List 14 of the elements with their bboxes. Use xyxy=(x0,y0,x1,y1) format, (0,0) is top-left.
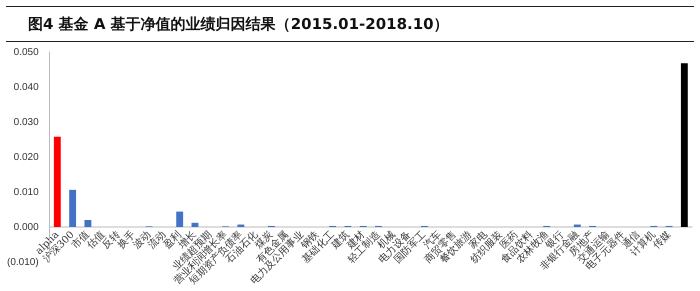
bar xyxy=(176,212,184,227)
y-tick-label: 0.040 xyxy=(14,82,40,93)
bar xyxy=(84,220,92,227)
y-tick-label: (0.010) xyxy=(6,256,39,268)
bar xyxy=(69,190,76,227)
y-tick-label: 0.020 xyxy=(14,152,40,163)
y-tick-label: 0.010 xyxy=(14,186,40,198)
chart-title: 图4 基金 A 基于净值的业绩归因结果（2015.01-2018.10） xyxy=(6,6,694,42)
bar xyxy=(192,222,198,227)
bar xyxy=(680,63,688,227)
bar xyxy=(54,136,61,227)
y-tick-label: 0.000 xyxy=(14,222,40,233)
y-tick-label: 0.030 xyxy=(14,116,40,128)
y-tick-label: 0.050 xyxy=(14,46,40,58)
